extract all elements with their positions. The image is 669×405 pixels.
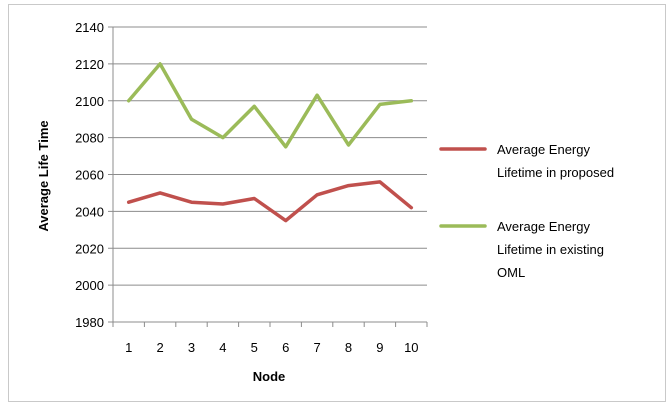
x-tick-label: 4: [219, 340, 226, 355]
y-tick-label: 2100: [75, 94, 104, 109]
x-tick-label: 3: [188, 340, 195, 355]
legend-label-1: Average Energy: [497, 142, 590, 157]
x-tick-label: 7: [313, 340, 320, 355]
series-line-1: [126, 180, 414, 223]
y-axis-title: Average Life Time: [36, 120, 51, 231]
series-lines: [126, 62, 414, 223]
y-tick-label: 2120: [75, 57, 104, 72]
axes: [108, 26, 428, 327]
x-tick-label: 2: [156, 340, 163, 355]
x-tick-label: 6: [282, 340, 289, 355]
y-tick-label: 2140: [75, 20, 104, 35]
legend: Average Energy Lifetime in proposed Averag…: [439, 142, 614, 280]
x-tick-label: 10: [404, 340, 418, 355]
legend-label-2: Average Energy: [497, 219, 590, 234]
chart-frame: [8, 4, 666, 402]
x-tick-label: 8: [345, 340, 352, 355]
y-tick-label: 2080: [75, 131, 104, 146]
legend-label-2: OML: [497, 265, 525, 280]
y-tick-label: 2020: [75, 241, 104, 256]
y-tick-label: 1980: [75, 315, 104, 330]
x-tick-label: 9: [376, 340, 383, 355]
y-tick-label: 2000: [75, 278, 104, 293]
legend-label-1: Lifetime in proposed: [497, 165, 614, 180]
y-tick-labels: 1980 2000 2020 2040 2060 2080 2100 2120 2140: [75, 20, 104, 330]
x-tick-labels: 1 2 3 4 5 6 7 8 9 10: [125, 340, 418, 355]
x-tick-label: 5: [251, 340, 258, 355]
y-tick-label: 2040: [75, 204, 104, 219]
x-tick-label: 1: [125, 340, 132, 355]
series-line-2: [126, 62, 414, 149]
gridlines: [113, 26, 427, 286]
legend-label-2: Lifetime in existing: [497, 242, 604, 257]
x-axis-title: Node: [253, 369, 286, 384]
y-tick-label: 2060: [75, 168, 104, 183]
